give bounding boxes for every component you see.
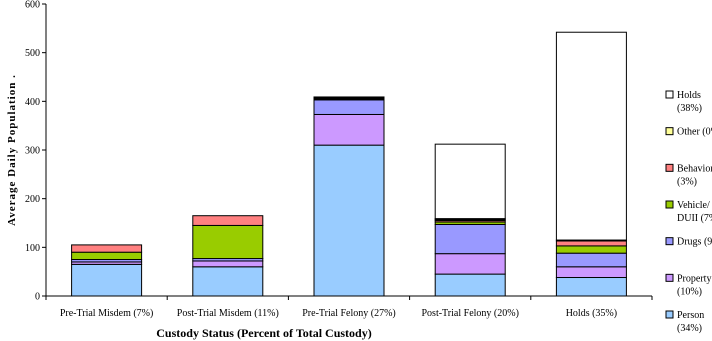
legend-swatch: [665, 90, 674, 99]
legend-swatch: [665, 310, 674, 319]
x-tick-label: Post-Trial Felony (20%): [421, 308, 518, 319]
legend: Holds (38%) Other (0%) Behavioral (3%) Vehicl…: [665, 90, 712, 334]
bar-segment: [71, 244, 143, 253]
bar-segment: [313, 99, 385, 115]
legend-label: (3%): [677, 176, 697, 187]
bar-segment: [555, 31, 627, 241]
bar-segment: [313, 144, 385, 297]
bar-segment: [555, 252, 627, 268]
legend-swatch: [665, 273, 674, 282]
bar-segment: [555, 266, 627, 279]
bar-segment: [555, 240, 627, 247]
legend-swatch: [665, 200, 674, 209]
y-tick-label: 200: [25, 194, 40, 205]
legend-label: Vehicle/: [677, 200, 710, 211]
bar-segment: [434, 253, 506, 275]
x-axis: Pre-Trial Misdem (7%) Post-Trial Misdem (…: [45, 295, 653, 319]
y-axis-label: Average Daily Population .: [6, 74, 18, 226]
bar-segment: [313, 96, 385, 101]
y-axis: 0 100 200 300 400 500 600: [25, 0, 47, 303]
y-tick-label: 500: [25, 48, 40, 59]
bar-segment: [313, 113, 385, 146]
legend-label: Drugs (9%): [677, 237, 712, 248]
x-axis-label: Custody Status (Percent of Total Custody…: [156, 326, 371, 340]
x-tick-label: Pre-Trial Misdem (7%): [60, 308, 154, 319]
bar-segment: [434, 223, 506, 255]
bar-segment: [71, 263, 143, 297]
bar-segment: [192, 266, 264, 297]
legend-label: (10%): [677, 286, 702, 297]
y-tick-label: 300: [25, 146, 40, 157]
legend-swatch: [665, 237, 674, 246]
x-tick-label: Pre-Trial Felony (27%): [302, 308, 396, 319]
y-tick-label: 100: [25, 243, 40, 254]
bar-segment: [192, 224, 264, 260]
bar-segment: [434, 143, 506, 220]
bar-segment: [71, 251, 143, 260]
bar-segment: [555, 277, 627, 297]
bar-segment: [555, 245, 627, 254]
y-tick-label: 600: [25, 0, 40, 11]
bar-segment: [192, 260, 264, 268]
bar-segment: [192, 215, 264, 226]
x-tick-label: Holds (35%): [566, 308, 617, 319]
y-tick-label: 0: [35, 292, 40, 303]
y-tick-label: 400: [25, 97, 40, 108]
legend-swatch: [665, 127, 674, 136]
bars: [71, 31, 627, 297]
legend-label: Property: [677, 273, 711, 284]
legend-label: Holds: [677, 90, 701, 101]
legend-label: (38%): [677, 103, 702, 114]
legend-label: (34%): [677, 323, 702, 334]
legend-label: DUII (7%): [677, 213, 712, 224]
bar-segment: [434, 273, 506, 297]
legend-swatch: [665, 163, 674, 172]
x-tick-label: Post-Trial Misdem (11%): [177, 308, 279, 319]
legend-label: Other (0%): [677, 127, 712, 138]
legend-label: Person: [677, 310, 704, 321]
legend-label: Behavioral: [677, 163, 712, 174]
